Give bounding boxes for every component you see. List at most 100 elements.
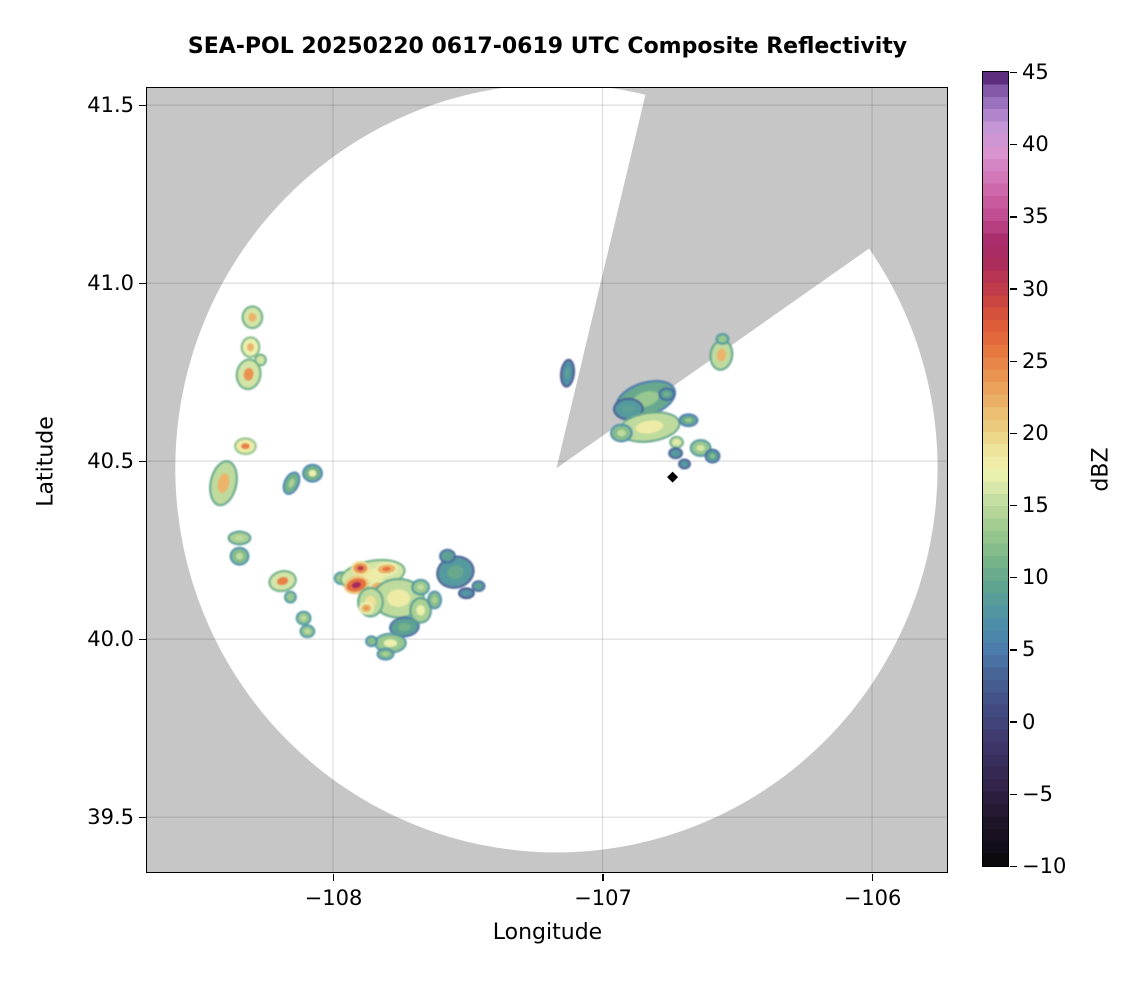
x-axis-label: Longitude bbox=[492, 920, 603, 945]
colorbar-tick-label: 25 bbox=[1022, 348, 1049, 373]
colorbar-tick bbox=[1010, 71, 1017, 74]
echo-core bbox=[308, 469, 317, 477]
colorbar-tick bbox=[1010, 504, 1017, 507]
echo-blob bbox=[375, 561, 399, 577]
echo-blob bbox=[436, 555, 475, 589]
echo-core bbox=[398, 623, 411, 631]
echo-blob bbox=[678, 458, 691, 470]
plot-area bbox=[146, 87, 948, 873]
y-axis-tick bbox=[139, 816, 146, 819]
echo-core bbox=[258, 358, 263, 362]
colorbar-tick-label: −10 bbox=[1022, 854, 1067, 878]
echo-blob bbox=[365, 635, 378, 648]
echo-blob bbox=[668, 447, 684, 460]
echo-blob bbox=[457, 587, 475, 600]
echo-core bbox=[635, 420, 664, 434]
echo-core bbox=[682, 462, 687, 466]
colorbar-tick-label: 5 bbox=[1022, 637, 1036, 662]
echo-blob bbox=[282, 471, 301, 496]
echo-blob bbox=[283, 590, 297, 604]
echo-blob bbox=[351, 560, 370, 576]
colorbar-tick bbox=[1010, 143, 1017, 146]
echo-blob bbox=[241, 305, 264, 330]
echo-core bbox=[369, 639, 374, 643]
colorbar-tick bbox=[1010, 432, 1017, 435]
echo-blob bbox=[229, 546, 250, 566]
colorbar-tick bbox=[1010, 288, 1017, 290]
colorbar-tick-label: 0 bbox=[1022, 709, 1036, 734]
echo-blob bbox=[669, 435, 685, 449]
echo-core bbox=[622, 404, 635, 414]
echo-blob bbox=[358, 601, 374, 615]
x-tick-label: −107 bbox=[574, 886, 632, 910]
x-tick-label: −108 bbox=[304, 886, 363, 910]
gridlines bbox=[147, 88, 947, 872]
y-tick-label: 41.5 bbox=[87, 93, 134, 118]
chart-title: SEA-POL 20250220 0617-0619 UTC Composite… bbox=[187, 34, 908, 59]
echo-blob bbox=[658, 387, 676, 402]
echo-core bbox=[235, 552, 244, 560]
echo-blob bbox=[376, 647, 395, 661]
y-tick-label: 40.0 bbox=[87, 627, 134, 652]
echo-core bbox=[248, 312, 257, 322]
echo-blob bbox=[409, 596, 433, 624]
echo-blob bbox=[704, 448, 721, 464]
y-tick-label: 39.5 bbox=[87, 805, 134, 830]
x-axis-tick bbox=[602, 874, 604, 881]
colorbar-tick-label: 45 bbox=[1022, 60, 1049, 84]
echo-blob bbox=[411, 578, 431, 596]
colorbar bbox=[982, 71, 1009, 867]
echo-blob bbox=[240, 336, 261, 359]
echo-core bbox=[463, 591, 470, 595]
colorbar-tick bbox=[1010, 865, 1017, 868]
blocked-sector-wedge bbox=[556, 88, 947, 469]
echo-core bbox=[674, 440, 679, 445]
echo-core bbox=[243, 367, 254, 381]
echo-blob bbox=[439, 548, 456, 564]
echo-core bbox=[234, 535, 245, 541]
echo-core bbox=[416, 605, 425, 616]
echo-core bbox=[684, 418, 693, 423]
y-tick-label: 41.0 bbox=[87, 271, 134, 296]
colorbar-tick-label: 35 bbox=[1022, 204, 1049, 229]
echo-blob bbox=[299, 624, 316, 639]
echo-core bbox=[716, 348, 727, 362]
echo-core bbox=[241, 443, 250, 450]
echo-core bbox=[565, 367, 570, 379]
colorbar-tick bbox=[1010, 793, 1017, 795]
echo-core bbox=[386, 589, 411, 607]
y-axis-tick bbox=[139, 282, 146, 285]
x-tick-label: −106 bbox=[843, 886, 902, 910]
echo-core bbox=[276, 576, 289, 586]
echo-core bbox=[382, 652, 389, 657]
echo-core bbox=[351, 581, 362, 589]
y-tick-label: 40.5 bbox=[87, 449, 134, 474]
echo-core bbox=[444, 553, 451, 559]
echo-blob bbox=[618, 411, 681, 443]
y-axis-tick bbox=[139, 460, 146, 463]
echo-blob bbox=[295, 610, 312, 626]
echo-blob bbox=[388, 616, 420, 638]
colorbar-tick-label: 10 bbox=[1022, 565, 1049, 590]
echo-blob bbox=[609, 423, 633, 443]
colorbar-tick bbox=[1010, 649, 1017, 651]
colorbar-tick-label: 20 bbox=[1022, 420, 1049, 445]
echo-core bbox=[383, 639, 398, 647]
echo-blob bbox=[715, 333, 730, 345]
echo-core bbox=[300, 615, 307, 621]
echo-blob bbox=[373, 632, 407, 654]
radar-map-svg bbox=[147, 88, 947, 872]
echo-core bbox=[217, 473, 230, 494]
echo-blob bbox=[678, 413, 699, 428]
colorbar-tick bbox=[1010, 577, 1017, 579]
echo-core bbox=[432, 596, 437, 604]
colorbar-tick-label: 15 bbox=[1022, 493, 1049, 518]
colorbar-tick bbox=[1010, 360, 1017, 362]
echo-blob bbox=[208, 460, 239, 507]
echo-core bbox=[382, 566, 391, 572]
echo-core bbox=[709, 453, 716, 459]
echo-core bbox=[357, 565, 364, 571]
echo-blob bbox=[227, 530, 252, 546]
echo-blob bbox=[709, 339, 734, 371]
